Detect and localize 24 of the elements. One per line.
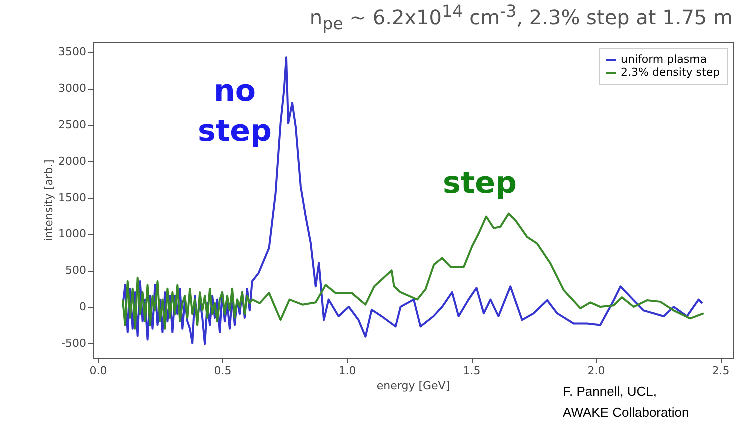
x-tick-label: 2.0 (588, 364, 606, 378)
text: F. Pannell, UCL, AWAKE Collaboration (563, 383, 690, 422)
y-tick-label: 500 (66, 264, 86, 278)
legend-label: 2.3% density step (621, 66, 720, 79)
x-tick-label: 1.5 (463, 364, 481, 378)
y-tick-label: 3000 (58, 82, 86, 96)
y-tick-label: 2000 (58, 154, 86, 168)
y-tick-label: 1000 (58, 228, 86, 241)
annotation: no step (196, 73, 274, 151)
x-tick-label: 0.0 (90, 364, 108, 378)
line-series (122, 212, 705, 330)
annotation: step (442, 165, 518, 203)
y-tick-label: 3500 (58, 46, 86, 59)
chart-title: n$_{pe}$ ~ 6.2x10$^{14}$ cm$^{-3}$, 2.3% step at 1.75 m (310, 2, 733, 34)
x-tick-label: 0.5 (214, 364, 232, 378)
x-tick-label: 2.5 (712, 364, 730, 378)
legend-label: uniform plasma (621, 53, 708, 66)
y-tick-label: 2500 (58, 118, 86, 132)
y-tick-label: 0 (80, 300, 86, 314)
x-tick-label: 1.0 (338, 364, 356, 378)
y-tick-label: -500 (62, 336, 86, 350)
x-axis-title: energy [GeV] (376, 380, 450, 392)
y-tick-label: 1500 (58, 191, 86, 204)
y-axis-title: intensity [arb.] (42, 160, 56, 242)
